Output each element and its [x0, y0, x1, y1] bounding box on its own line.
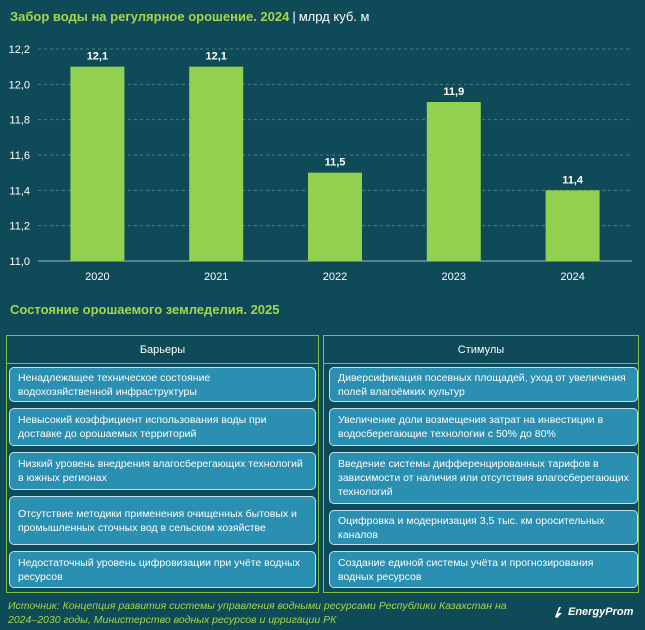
x-tick-label: 2024 [560, 271, 584, 283]
barrier-item: Отсутствие методики применения очищенных… [9, 496, 316, 545]
stimulus-item: Оцифровка и модернизация 3,5 тыс. км оро… [329, 510, 638, 545]
x-tick-label: 2022 [323, 271, 347, 283]
data-label: 12,1 [87, 51, 108, 63]
section-title: Состояние орошаемого земледелия. 2025 [10, 302, 280, 317]
stimulus-item: Создание единой системы учёта и прогнози… [329, 551, 638, 588]
bar [70, 66, 125, 262]
energyprom-logo-icon [555, 607, 562, 618]
barrier-item: Недостаточный уровень цифровизации при у… [9, 551, 316, 588]
data-label: 11,9 [443, 86, 464, 98]
chart-title-main: Забор воды на регулярное орошение. 2024 [10, 9, 290, 24]
data-label: 11,5 [325, 157, 346, 169]
x-tick-label: 2020 [85, 271, 109, 283]
chart-unit: млрд куб. м [298, 9, 370, 24]
stimuli-column [323, 364, 639, 593]
bar [426, 102, 481, 261]
bar-chart: 11,0 11,2 11,4 11,6 11,8 12,0 12,2 12,1 2020 12,1… [9, 44, 632, 283]
logo-text: EnergyProm [568, 606, 634, 618]
title-separator: | [292, 9, 296, 24]
y-tick-label: 11,2 [9, 221, 30, 233]
bar [545, 190, 600, 261]
barriers-column [6, 364, 319, 593]
stimulus-item: Увеличение доли возмещения затрат на инв… [329, 408, 638, 446]
barrier-item: Низкий уровень внедрения влагосберегающи… [9, 452, 316, 490]
bar [308, 172, 362, 261]
barriers-header: Барьеры [6, 335, 319, 364]
y-tick-label: 11,8 [9, 115, 30, 127]
y-tick-label: 11,4 [9, 185, 30, 197]
barrier-item: Ненадлежащее техническое состояние водох… [9, 367, 316, 402]
x-tick-label: 2023 [442, 271, 466, 283]
energyprom-logo: EnergyProm [552, 605, 633, 619]
barrier-item: Невысокий коэффициент использования воды… [9, 408, 316, 446]
data-label: 11,4 [562, 174, 584, 186]
source-note: Источник: Концепция развития системы упр… [8, 600, 507, 626]
stimulus-item: Введение системы дифференцированных тари… [329, 452, 638, 504]
y-tick-label: 11,0 [9, 256, 30, 268]
stimuli-header: Стимулы [323, 335, 639, 364]
x-tick-label: 2021 [204, 271, 228, 283]
data-label: 12,1 [205, 51, 226, 63]
y-tick-label: 12,2 [9, 44, 30, 56]
y-tick-label: 11,6 [9, 150, 30, 162]
bar [189, 66, 244, 262]
y-tick-label: 12,0 [9, 79, 30, 91]
stimulus-item: Диверсификация посевных площадей, уход о… [329, 367, 638, 402]
chart-title: Забор воды на регулярное орошение. 2024 |… [10, 9, 369, 24]
